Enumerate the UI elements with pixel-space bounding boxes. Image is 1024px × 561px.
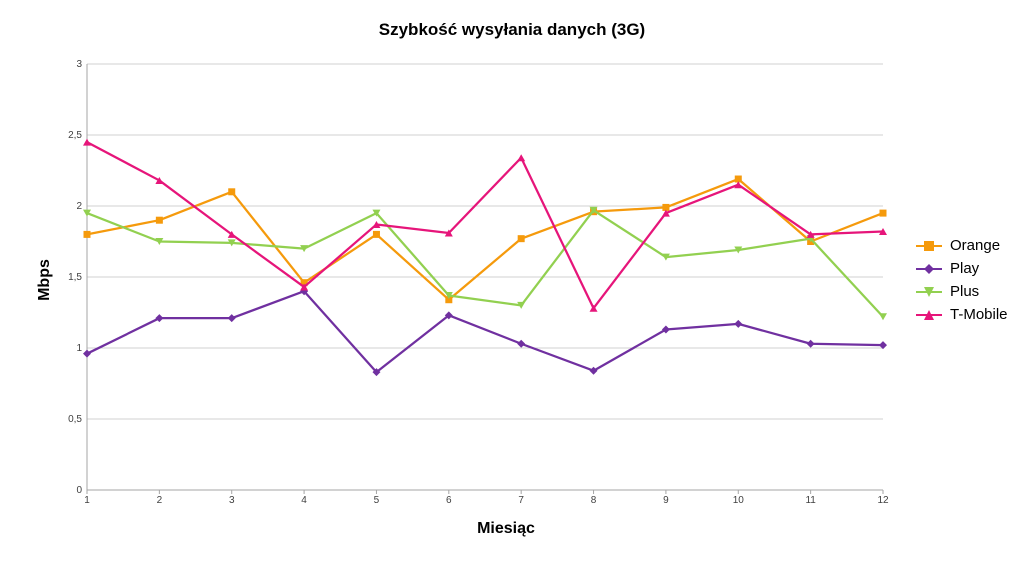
data-point-play bbox=[83, 349, 91, 358]
y-tick-label: 3 bbox=[76, 59, 82, 70]
x-axis-title: Miesiąc bbox=[477, 520, 535, 537]
data-point-plus bbox=[879, 313, 887, 321]
data-point-plus bbox=[372, 209, 381, 217]
data-point-play bbox=[879, 341, 887, 350]
data-point-t-mobile bbox=[734, 181, 743, 189]
data-point-t-mobile bbox=[227, 230, 236, 238]
data-point-play bbox=[734, 319, 743, 328]
data-point-plus bbox=[300, 245, 309, 253]
data-point-play bbox=[806, 339, 815, 348]
data-point-plus bbox=[661, 253, 670, 261]
legend-marker-plus bbox=[924, 286, 934, 297]
data-point-play bbox=[517, 339, 526, 348]
chart-title: Szybkość wysyłania danych (3G) bbox=[378, 20, 646, 39]
legend-label-play: Play bbox=[950, 260, 980, 277]
data-point-orange bbox=[83, 230, 91, 238]
data-point-orange bbox=[445, 296, 453, 304]
x-tick-label: 4 bbox=[301, 495, 307, 506]
data-point-t-mobile bbox=[517, 154, 526, 162]
legend: Orange Play Plus T-Mobile bbox=[916, 234, 1008, 326]
legend-item-orange: Orange bbox=[916, 234, 1008, 257]
data-point-t-mobile bbox=[444, 229, 453, 237]
data-point-t-mobile bbox=[83, 138, 91, 146]
data-point-play bbox=[661, 325, 670, 334]
x-tick-label: 7 bbox=[518, 495, 524, 506]
x-tick-label: 6 bbox=[446, 495, 452, 506]
legend-swatch-orange bbox=[916, 240, 942, 252]
y-tick-label: 0 bbox=[76, 485, 82, 496]
y-tick-label: 1 bbox=[76, 343, 82, 354]
legend-label-t-mobile: T-Mobile bbox=[950, 306, 1008, 323]
data-point-plus bbox=[589, 206, 598, 214]
series-line-play bbox=[86, 290, 884, 374]
legend-item-play: Play bbox=[916, 257, 1008, 280]
y-axis-title: Mbps bbox=[36, 259, 53, 301]
x-tick-label: 10 bbox=[733, 495, 745, 506]
data-point-orange bbox=[734, 175, 742, 183]
x-tick-label: 8 bbox=[591, 495, 597, 506]
series-line-t-mobile bbox=[86, 141, 884, 310]
data-point-t-mobile bbox=[300, 283, 309, 291]
data-point-play bbox=[372, 368, 381, 377]
data-point-t-mobile bbox=[879, 228, 887, 236]
series-line-plus bbox=[86, 209, 884, 318]
data-point-plus bbox=[734, 246, 743, 254]
y-tick-label: 2,5 bbox=[68, 130, 82, 141]
data-point-orange bbox=[300, 279, 308, 287]
legend-swatch-t-mobile bbox=[916, 309, 942, 321]
legend-item-t-mobile: T-Mobile bbox=[916, 303, 1008, 326]
data-point-orange bbox=[228, 188, 236, 196]
legend-marker-orange bbox=[924, 240, 934, 251]
data-point-plus bbox=[444, 291, 453, 299]
data-point-play bbox=[227, 314, 236, 323]
data-point-t-mobile bbox=[589, 304, 598, 312]
x-tick-label: 11 bbox=[805, 495, 816, 506]
data-point-orange bbox=[155, 216, 163, 224]
y-tick-label: 1,5 bbox=[68, 272, 82, 283]
legend-marker-play bbox=[924, 263, 934, 274]
series-line-orange bbox=[86, 177, 884, 301]
data-point-plus bbox=[83, 209, 91, 217]
data-point-orange bbox=[662, 203, 670, 211]
x-tick-label: 3 bbox=[229, 495, 235, 506]
x-tick-label: 1 bbox=[84, 495, 90, 506]
data-point-t-mobile bbox=[806, 230, 815, 238]
legend-marker-t-mobile bbox=[924, 309, 934, 320]
data-point-plus bbox=[227, 239, 236, 247]
y-tick-label: 0,5 bbox=[68, 414, 82, 425]
data-point-t-mobile bbox=[661, 209, 670, 217]
data-point-orange bbox=[879, 209, 887, 217]
y-tick-label: 2 bbox=[76, 201, 82, 212]
data-point-plus bbox=[155, 238, 164, 245]
data-point-orange bbox=[517, 235, 525, 243]
data-point-plus bbox=[517, 301, 526, 309]
x-tick-label: 5 bbox=[374, 495, 380, 506]
legend-swatch-plus bbox=[916, 286, 942, 298]
x-tick-label: 12 bbox=[877, 495, 889, 506]
data-point-t-mobile bbox=[372, 220, 381, 228]
data-point-play bbox=[589, 366, 598, 375]
data-point-play bbox=[444, 311, 453, 320]
legend-label-plus: Plus bbox=[950, 283, 980, 300]
data-point-t-mobile bbox=[155, 176, 164, 184]
legend-label-orange: Orange bbox=[950, 237, 1001, 254]
data-point-orange bbox=[372, 230, 380, 238]
legend-swatch-play bbox=[916, 263, 942, 275]
x-tick-label: 2 bbox=[157, 495, 163, 506]
x-tick-label: 9 bbox=[663, 495, 669, 506]
legend-item-plus: Plus bbox=[916, 280, 1008, 303]
data-point-play bbox=[155, 314, 164, 323]
